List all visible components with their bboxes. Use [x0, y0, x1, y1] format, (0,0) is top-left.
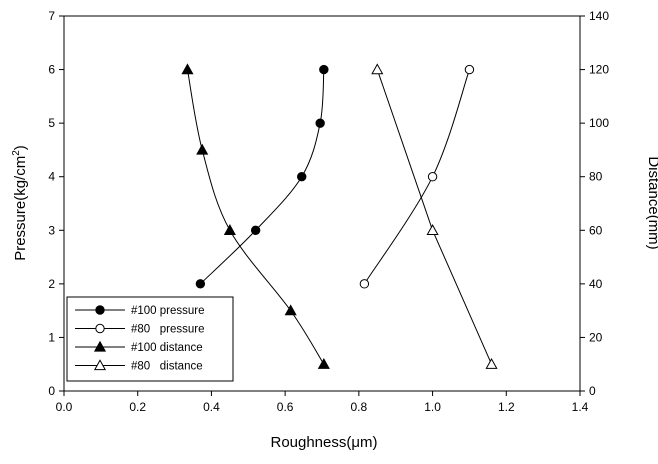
series-3-point — [426, 224, 439, 235]
plot-frame — [63, 15, 581, 392]
y-axis-right-title: Distance(mm) — [645, 156, 658, 249]
legend-box — [66, 296, 234, 382]
series-line-3 — [376, 69, 493, 365]
y-left-tick-label: 3 — [48, 223, 55, 237]
legend-marker — [93, 340, 107, 352]
legend-marker — [93, 359, 107, 371]
x-tick-label: 0.8 — [351, 400, 368, 414]
x-tick-label: 0.6 — [277, 400, 294, 414]
y-right-tick-label: 40 — [589, 277, 603, 291]
x-tick-label: 1.2 — [498, 400, 515, 414]
series-3-point — [371, 63, 384, 75]
series-0-point — [315, 118, 325, 128]
x-tick-label: 0.4 — [203, 400, 220, 414]
y-right-tick-label: 0 — [589, 384, 596, 398]
legend-label: #80 distance — [131, 361, 203, 373]
series-0-point — [319, 64, 329, 75]
axes-layer: 0.0 0.2 0.4 0.6 0.8 1.0 1.2 1.40123456702040608… — [48, 9, 609, 414]
x-tick-label: 1.0 — [424, 400, 441, 414]
series-line-1 — [363, 69, 470, 285]
legend-label: #100 pressure — [131, 305, 205, 317]
series-2-point — [284, 304, 297, 316]
y-axis-left-title: Pressure(kg/cm2) — [11, 145, 29, 261]
series-1-point — [359, 279, 370, 289]
series-2-point — [317, 357, 330, 369]
y-left-tick-label: 2 — [48, 277, 55, 291]
y-axis-left-title-superscript: 2 — [11, 150, 22, 156]
series-0-point — [250, 225, 261, 235]
y-axis-left-title-base: Pressure(kg/cm — [12, 156, 29, 261]
x-tick-label: 1.4 — [572, 400, 589, 414]
y-axis-left-title-suffix: ) — [12, 145, 29, 150]
legend-marker — [95, 305, 105, 315]
legend: #100 pressure #80 pressure #100 distance #8… — [66, 296, 234, 382]
x-axis-title: Roughness(μm) — [270, 434, 377, 451]
y-right-tick-label: 20 — [589, 330, 603, 344]
y-left-tick-label: 1 — [48, 330, 55, 344]
y-right-tick-label: 80 — [589, 170, 603, 184]
series-3-point — [485, 357, 498, 369]
y-left-tick-label: 6 — [48, 63, 55, 77]
y-left-tick-label: 4 — [48, 170, 55, 184]
y-right-tick-label: 140 — [589, 9, 609, 23]
series-2-point — [223, 224, 236, 235]
y-left-tick-label: 7 — [48, 9, 55, 23]
legend-marker — [95, 323, 105, 334]
y-left-tick-label: 5 — [48, 116, 55, 130]
series-2-point — [196, 143, 209, 155]
series-0-point — [297, 172, 307, 182]
series-1-point — [427, 172, 438, 182]
y-right-tick-label: 60 — [589, 223, 603, 237]
y-right-tick-label: 100 — [589, 116, 609, 130]
y-left-tick-label: 0 — [48, 384, 55, 398]
x-tick-label: 0.0 — [56, 400, 73, 414]
x-tick-label: 0.2 — [129, 400, 146, 414]
legend-label: #100 distance — [131, 342, 203, 354]
series-markers-layer — [181, 63, 498, 369]
series-1-point — [464, 64, 475, 75]
labels-layer: Roughness(μm) Pressure(kg/cm2) Distance(… — [11, 145, 658, 451]
series-0-point — [195, 279, 206, 289]
legend-label: #80 pressure — [131, 324, 205, 336]
y-right-tick-label: 120 — [589, 63, 609, 77]
series-2-point — [181, 63, 194, 75]
